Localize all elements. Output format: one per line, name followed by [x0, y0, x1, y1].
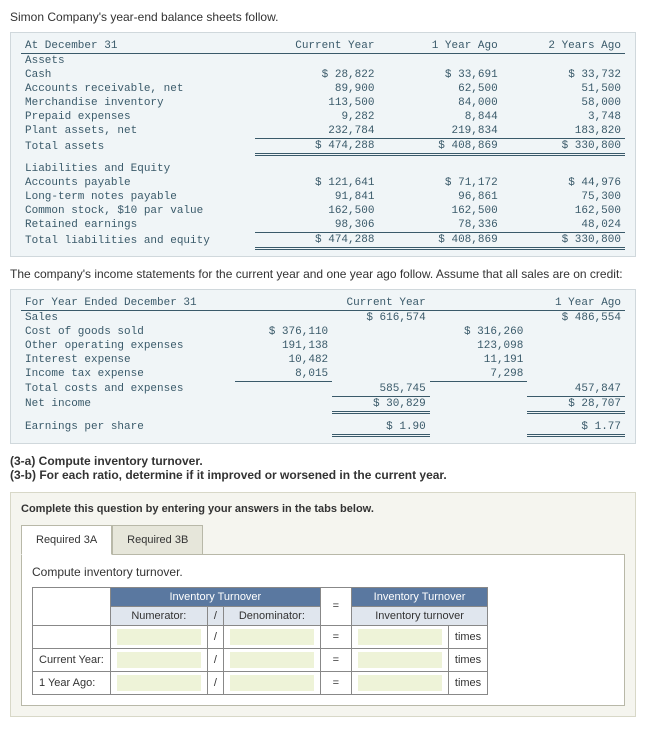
income-statement: For Year Ended December 31 Current Year …: [10, 289, 636, 444]
row-1-year-ago: 1 Year Ago:: [33, 671, 111, 694]
q3a: (3-a) Compute inventory turnover.: [10, 454, 203, 468]
total-assets: Total assets: [21, 139, 255, 155]
cy-denominator-input[interactable]: [230, 652, 314, 668]
balance-sheet: At December 31 Current Year 1 Year Ago 2…: [10, 32, 636, 257]
denominator-label: Denominator:: [223, 606, 320, 625]
tab-required-3a[interactable]: Required 3A: [21, 525, 112, 555]
row-current-year: Current Year:: [33, 648, 111, 671]
generic-numerator-input[interactable]: [117, 629, 201, 645]
intro-text: Simon Company's year-end balance sheets …: [10, 10, 636, 24]
numerator-label: Numerator:: [110, 606, 207, 625]
assets-title: Assets: [21, 54, 255, 69]
entry-table: Inventory Turnover = Inventory Turnover …: [32, 587, 488, 695]
entry-header: Inventory Turnover: [110, 587, 320, 606]
generic-result-input[interactable]: [358, 629, 442, 645]
q3b: (3-b) For each ratio, determine if it im…: [10, 468, 447, 482]
y1-numerator-input[interactable]: [117, 675, 201, 691]
tab-required-3b[interactable]: Required 3B: [112, 525, 203, 555]
bs-col-2: 1 Year Ago: [378, 39, 501, 54]
cy-numerator-input[interactable]: [117, 652, 201, 668]
bs-col-3: 2 Years Ago: [502, 39, 625, 54]
liab-title: Liabilities and Equity: [21, 162, 255, 176]
bs-row: Cash: [21, 68, 255, 82]
cy-result-input[interactable]: [358, 652, 442, 668]
generic-denominator-input[interactable]: [230, 629, 314, 645]
bs-col-1: Current Year: [255, 39, 378, 54]
prompt: Complete this question by entering your …: [21, 503, 625, 515]
result-header: Inventory Turnover: [351, 587, 487, 606]
tab-subhead: Compute inventory turnover.: [32, 565, 614, 579]
narrative-1: The company's income statements for the …: [10, 267, 636, 281]
bs-col-0: At December 31: [21, 39, 255, 54]
y1-denominator-input[interactable]: [230, 675, 314, 691]
total-liab: Total liabilities and equity: [21, 233, 255, 249]
y1-result-input[interactable]: [358, 675, 442, 691]
